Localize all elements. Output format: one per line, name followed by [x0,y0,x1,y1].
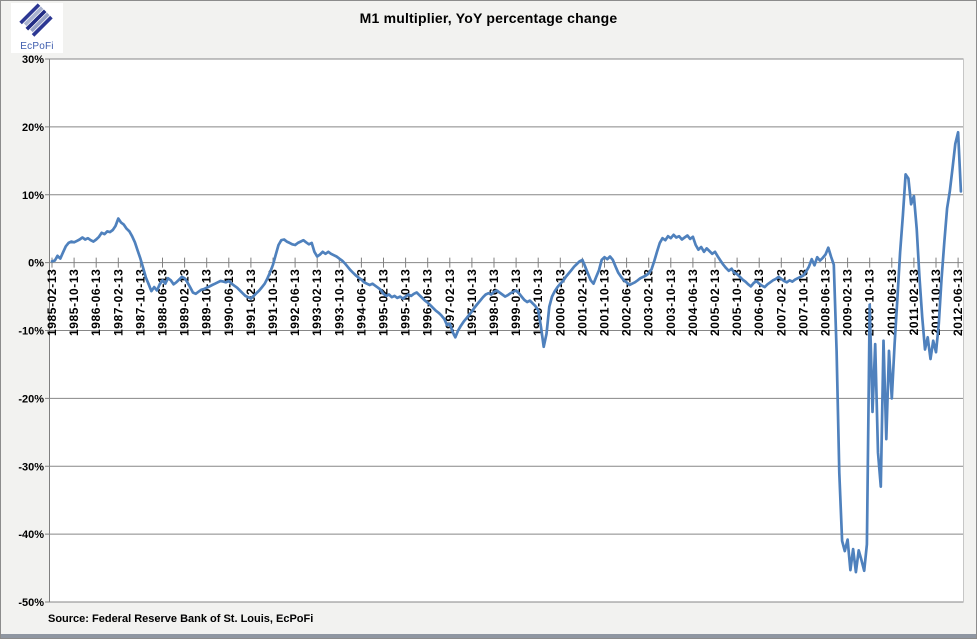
x-axis-label: 2009-10-13 [863,269,877,336]
x-axis-label: 2003-02-13 [642,269,656,336]
x-axis-label: 1986-06-13 [89,269,103,336]
x-axis-label: 1994-06-13 [354,269,368,336]
x-axis-label: 1985-10-13 [67,269,81,336]
bottom-border-bar [1,634,976,638]
x-axis-label: 1998-06-13 [487,269,501,336]
y-axis-label: 30% [22,54,44,66]
x-axis-label: 1987-02-13 [111,269,125,336]
x-axis-label: 2005-02-13 [708,269,722,336]
x-axis-label: 1993-10-13 [332,269,346,336]
x-axis-label: 1995-02-13 [377,269,391,336]
data-line-m1-multiplier [50,130,963,574]
y-axis-label: 10% [22,190,44,202]
x-axis-label: 1987-10-13 [133,269,147,336]
x-axis-label: 2006-06-13 [752,269,766,336]
x-axis-label: 2000-06-13 [553,269,567,336]
x-axis-label: 2008-06-13 [819,269,833,336]
y-axis-label: -10% [18,326,44,338]
x-axis-label: 2001-10-13 [598,269,612,336]
ecpofi-logo-text: EcPoFi [20,41,54,52]
x-axis-label: 1990-06-13 [222,269,236,336]
x-axis-label: 1991-10-13 [266,269,280,336]
x-axis-label: 1999-02-13 [509,269,523,336]
x-axis-label: 1989-10-13 [200,269,214,336]
x-axis-label: 2004-06-13 [686,269,700,336]
x-axis-label: 2005-10-13 [730,269,744,336]
y-axis-label: -40% [18,529,44,541]
x-axis-label: 1999-10-13 [531,269,545,336]
ecpofi-logo: EcPoFi [11,3,63,53]
x-axis-label: 1993-02-13 [310,269,324,336]
y-axis-label: -20% [18,393,44,405]
x-axis-label: 2009-02-13 [841,269,855,336]
y-axis-label: -50% [18,597,44,609]
x-axis-label: 1992-06-13 [288,269,302,336]
x-axis-label: 1997-10-13 [465,269,479,336]
ecpofi-diamond-icon [19,3,53,37]
x-axis-label: 1995-10-13 [399,269,413,336]
x-axis-label: 2011-02-13 [907,269,921,336]
chart-title: M1 multiplier, YoY percentage change [359,10,618,26]
x-axis-label: 1997-02-13 [443,269,457,336]
x-axis-label: 2003-10-13 [664,269,678,336]
y-axis-label: 20% [22,122,44,134]
y-axis-label: -30% [18,461,44,473]
x-axis-label: 1991-02-13 [244,269,258,336]
y-axis-label: 0% [28,258,44,270]
x-axis-label: 2007-02-13 [774,269,788,336]
source-note: Source: Federal Reserve Bank of St. Loui… [48,613,314,625]
x-axis-label: 2007-10-13 [796,269,810,336]
x-axis-label: 1985-02-13 [45,269,59,336]
x-axis-label: 2012-06-13 [951,269,965,336]
x-axis-label: 2001-02-13 [575,269,589,336]
